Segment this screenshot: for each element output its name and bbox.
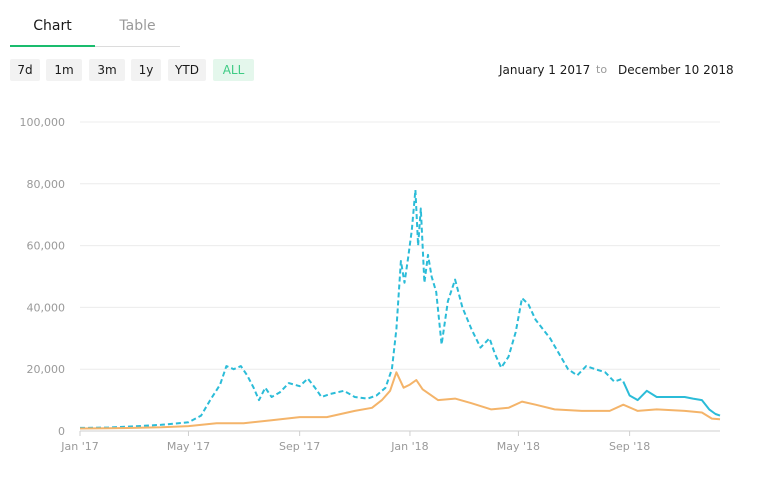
chart-gridlines — [80, 121, 720, 432]
y-tick-label: 0 — [58, 425, 65, 438]
active-tab-indicator — [10, 45, 95, 47]
tab-chart[interactable]: Chart — [33, 18, 72, 34]
date-range-separator: to — [596, 63, 608, 76]
date-range-end[interactable]: December 10 2018 — [618, 63, 734, 77]
range-button-1m[interactable]: 1m — [46, 59, 82, 81]
range-button-all[interactable]: ALL — [213, 59, 254, 81]
x-tick-label: Jan '17 — [60, 440, 98, 453]
range-button-3m[interactable]: 3m — [89, 59, 125, 81]
y-axis-ticks: 0 20,000 40,000 60,000 80,000 100,000 — [20, 116, 66, 438]
series-line-2 — [622, 381, 721, 417]
range-button-7d[interactable]: 7d — [10, 59, 40, 81]
chart-series — [79, 189, 721, 430]
x-tick-label: Jan '18 — [390, 440, 428, 453]
series-line-3 — [79, 371, 721, 430]
date-range-start[interactable]: January 1 2017 — [499, 63, 591, 77]
y-tick-label: 100,000 — [20, 116, 66, 129]
x-axis-ticks: Jan '17 May '17 Sep '17 Jan '18 May '18 Sep '… — [60, 431, 650, 453]
x-tick-label: Sep '17 — [279, 440, 320, 453]
y-tick-label: 20,000 — [27, 363, 66, 376]
x-tick-label: May '18 — [497, 440, 540, 453]
tab-table[interactable]: Table — [119, 18, 156, 34]
x-tick-label: Sep '18 — [609, 440, 650, 453]
series-line-1 — [79, 189, 624, 429]
y-tick-label: 80,000 — [27, 178, 66, 191]
y-tick-label: 60,000 — [27, 240, 66, 253]
range-button-ytd[interactable]: YTD — [168, 59, 206, 81]
view-tabs: Chart Table — [10, 0, 180, 47]
range-button-1y[interactable]: 1y — [131, 59, 161, 81]
x-tick-label: May '17 — [167, 440, 210, 453]
y-tick-label: 40,000 — [27, 301, 66, 314]
